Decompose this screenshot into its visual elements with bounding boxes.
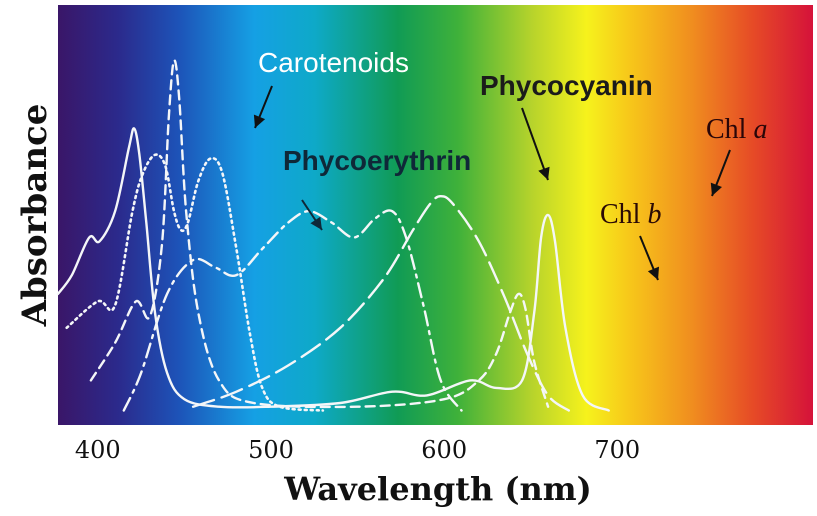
series-line-phycocyanin: [191, 194, 570, 412]
series-line-chl-b: [89, 59, 550, 409]
phycocyanin-arrow: [521, 107, 550, 181]
x-tick-labels: 400 500 600 700: [75, 436, 640, 464]
carotenoids-arrow: [253, 85, 273, 129]
phycocyanin-label: Phycocyanin: [480, 70, 653, 101]
y-axis-label: Absorbance: [15, 104, 55, 328]
chl-a-arrow: [710, 149, 731, 197]
annotation-arrows: [253, 85, 731, 281]
chl-b-arrow: [639, 235, 659, 281]
chl-b-label-main: Chl: [600, 199, 647, 230]
x-tick-label-500: 500: [248, 436, 294, 464]
chl-b-label: Chl b: [600, 199, 661, 230]
x-tick-label-700: 700: [594, 436, 640, 464]
chl-a-label-italic: a: [753, 114, 767, 145]
x-axis-label: Wavelength (nm): [283, 470, 592, 508]
spectrum-background: [58, 5, 813, 425]
x-tick-label-600: 600: [421, 436, 467, 464]
series-line-carotenoids: [65, 153, 325, 412]
phycoerythrin-label: Phycoerythrin: [283, 145, 471, 176]
x-tick-label-400: 400: [75, 436, 121, 464]
phycoerythrin-arrow: [301, 199, 323, 231]
carotenoids-label: Carotenoids: [258, 47, 409, 78]
chl-a-label: Chl a: [706, 114, 767, 145]
chl-a-label-main: Chl: [706, 114, 753, 145]
series-line-chl-a: [56, 127, 610, 412]
chl-b-label-italic: b: [647, 199, 661, 230]
